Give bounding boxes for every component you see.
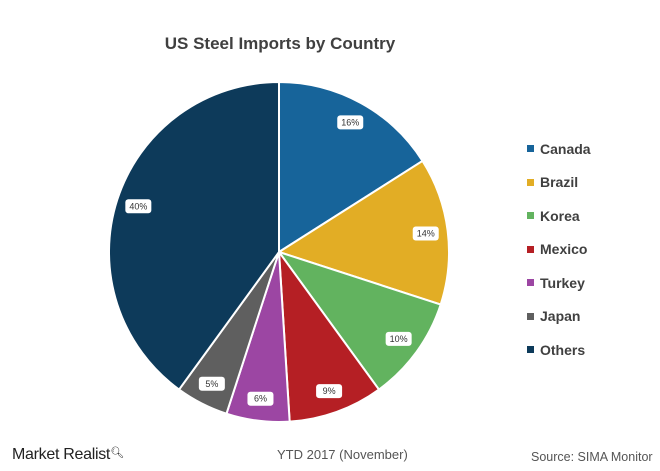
logo-text: Market Realist	[12, 446, 111, 463]
legend-label: Brazil	[540, 174, 579, 191]
legend-swatch	[527, 212, 534, 220]
legend-item-others: Others	[527, 333, 591, 367]
data-label-text: 14%	[417, 228, 435, 238]
magnifier-icon: 🔍︎	[110, 447, 124, 459]
data-label-box	[198, 376, 225, 391]
data-label-text: 10%	[390, 334, 408, 344]
data-label-box	[385, 331, 412, 346]
slice-korea	[276, 250, 442, 391]
slice-others	[108, 80, 280, 391]
legend-swatch	[527, 279, 534, 287]
legend-label: Turkey	[540, 274, 585, 291]
legend-item-turkey: Turkey	[527, 266, 591, 300]
data-label-canada: 16%	[337, 115, 364, 130]
data-label-brazil: 14%	[412, 226, 439, 241]
legend-label: Korea	[540, 207, 580, 224]
legend-label: Mexico	[540, 241, 588, 258]
data-label-others: 40%	[125, 199, 152, 214]
legend-swatch	[527, 245, 534, 253]
data-label-text: 6%	[254, 394, 267, 404]
data-label-box	[316, 384, 343, 399]
data-label-korea: 10%	[385, 331, 412, 346]
legend-item-korea: Korea	[527, 199, 591, 233]
data-label-box	[125, 199, 152, 214]
legend-label: Others	[540, 341, 586, 358]
legend-swatch	[527, 346, 534, 354]
slice-mexico	[277, 248, 381, 423]
legend-label: Japan	[540, 308, 581, 325]
legend-swatch	[527, 312, 534, 320]
data-label-japan: 5%	[198, 376, 225, 391]
market-realist-logo: Market Realist🔍︎	[12, 446, 124, 464]
data-label-turkey: 6%	[247, 391, 274, 406]
data-label-mexico: 9%	[316, 384, 343, 399]
data-label-text: 40%	[129, 201, 147, 211]
period-note: YTD 2017 (November)	[277, 447, 408, 462]
legend-item-brazil: Brazil	[527, 166, 591, 200]
source-note: Source: SIMA Monitor	[531, 450, 653, 464]
legend-item-mexico: Mexico	[527, 233, 591, 267]
data-label-text: 16%	[341, 117, 359, 127]
legend-label: Canada	[540, 140, 591, 157]
legend-item-canada: Canada	[527, 132, 591, 166]
chart-title: US Steel Imports by Country	[164, 34, 396, 53]
data-label-text: 9%	[323, 386, 336, 396]
data-label-box	[412, 226, 439, 241]
legend-item-japan: Japan	[527, 300, 591, 334]
legend: Canada Brazil Korea Mexico Turkey Japan Others	[527, 132, 591, 367]
data-label-text: 5%	[205, 379, 218, 389]
legend-swatch	[527, 145, 534, 153]
legend-swatch	[527, 178, 534, 186]
data-label-box	[247, 391, 274, 406]
data-label-box	[337, 115, 364, 130]
slice-brazil	[276, 159, 450, 306]
slice-canada	[278, 80, 424, 254]
